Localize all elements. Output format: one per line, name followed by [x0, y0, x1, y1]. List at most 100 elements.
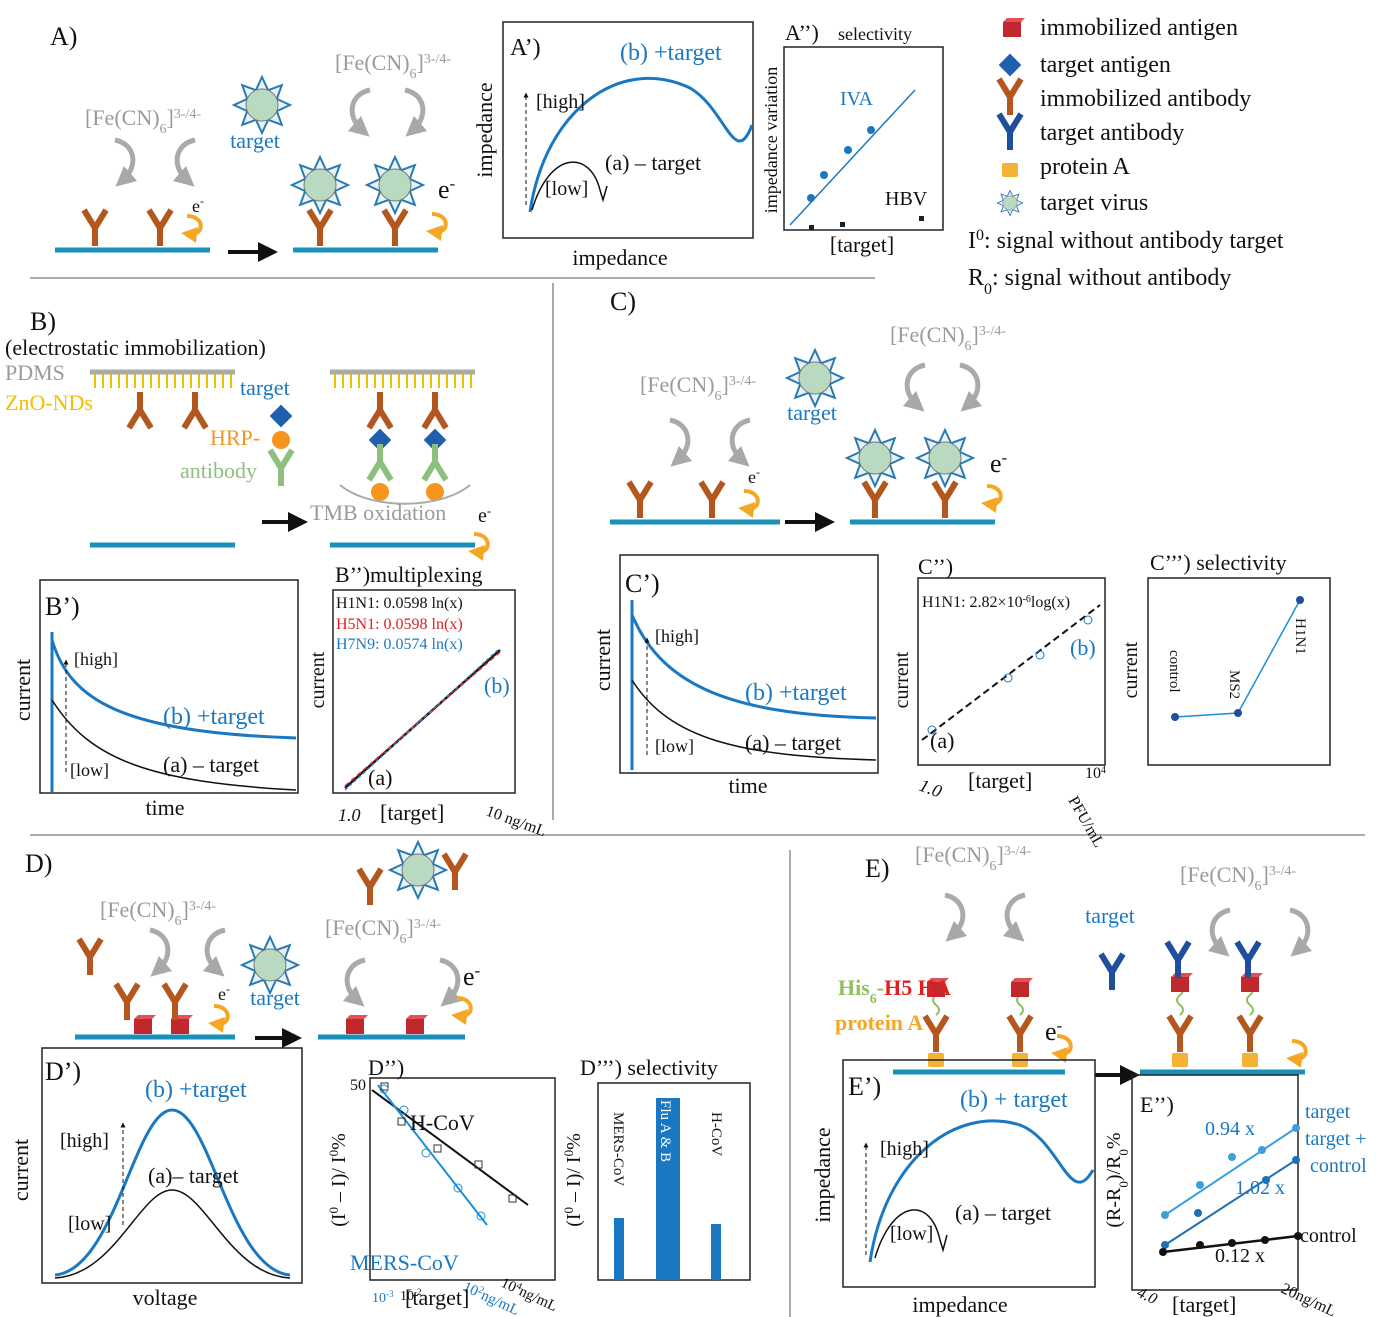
label: [Fe(CN)6]3-/4-	[915, 842, 1031, 874]
antibody	[1009, 1016, 1031, 1052]
protein-a	[1242, 1053, 1258, 1067]
point	[434, 1145, 441, 1152]
point	[1161, 1211, 1169, 1219]
label: target	[1305, 1101, 1351, 1123]
antibody	[1169, 1016, 1191, 1052]
text-part: (I	[563, 1213, 585, 1226]
text-part: -	[200, 194, 204, 208]
label: (b) +target	[620, 40, 722, 66]
text-part: -	[487, 503, 491, 518]
text-part: 6	[990, 859, 997, 874]
label: [Fe(CN)6]3-/4-	[335, 50, 451, 82]
label: [high]	[880, 1138, 929, 1160]
label: I0: signal without antibody target	[968, 227, 1284, 255]
label: H7N9: 0.0574 ln(x)	[336, 636, 463, 653]
arrow	[432, 214, 446, 232]
text-part: e	[990, 449, 1002, 478]
point	[1292, 1156, 1300, 1164]
label: (b) +target	[163, 704, 265, 730]
label: target	[250, 985, 300, 1010]
text-part: ]	[722, 372, 729, 397]
label: (a)– target	[148, 1163, 239, 1188]
arrow	[150, 930, 168, 970]
icon	[1003, 18, 1025, 37]
label: e-	[463, 961, 481, 992]
text-part: -	[756, 465, 760, 479]
label: E’’)	[1140, 1092, 1174, 1117]
label: [low]	[70, 760, 109, 780]
label: (a)	[368, 765, 392, 790]
label: impedance	[472, 82, 497, 177]
antigen	[1241, 973, 1263, 992]
antibody	[1237, 942, 1259, 978]
text-part: [Fe(CN)	[890, 322, 965, 347]
label: protein A	[1040, 154, 1131, 180]
label: [low]	[890, 1223, 933, 1245]
text-part: ]	[1262, 862, 1269, 887]
text-part: e	[438, 175, 450, 204]
point	[1196, 1241, 1204, 1249]
icon	[999, 114, 1021, 150]
label: target virus	[1040, 190, 1148, 216]
label: C’)	[625, 569, 660, 598]
label: IVA	[840, 88, 874, 110]
label: e-	[990, 448, 1008, 479]
antibody	[424, 392, 446, 428]
icon	[999, 54, 1022, 77]
icon	[1002, 163, 1018, 177]
text-part: -3	[386, 1289, 394, 1299]
label: e-	[478, 503, 491, 528]
label: R0: signal without antibody	[968, 265, 1231, 298]
antigen	[270, 405, 293, 428]
antibody	[1167, 942, 1189, 978]
zno-nds	[335, 374, 471, 388]
antibody	[369, 444, 391, 480]
fit	[378, 1085, 487, 1225]
label: D’)	[45, 1057, 81, 1086]
label: C)	[610, 287, 636, 316]
label: E’)	[848, 1072, 881, 1101]
label: (a) – target	[745, 730, 841, 755]
text-part: 3-/4-	[424, 52, 452, 67]
text-part: e	[748, 467, 756, 487]
label: 0.94 x	[1205, 1118, 1255, 1140]
label: MERS-CoV	[610, 1112, 626, 1186]
virus	[390, 842, 446, 898]
text-part: 6	[160, 122, 167, 137]
text-part: 10	[372, 1291, 386, 1306]
point	[867, 126, 875, 134]
text-part: e	[1045, 1017, 1057, 1046]
antibody	[1101, 954, 1123, 990]
label: target	[240, 375, 290, 400]
label: TMB oxidation	[310, 500, 446, 525]
text-part: I	[968, 228, 976, 254]
icon	[999, 79, 1021, 115]
virus	[367, 157, 423, 213]
label: (a) – target	[605, 150, 701, 175]
text-part: (I	[328, 1213, 350, 1226]
text-part: 10	[498, 1275, 518, 1296]
antibody	[270, 450, 292, 486]
label: MERS-CoV	[350, 1250, 459, 1275]
text-part: ]	[417, 50, 424, 75]
figure: immobilized antigentarget antigenimmobil…	[0, 0, 1381, 1317]
antibody	[444, 854, 466, 890]
text-part: 6	[400, 932, 407, 947]
label: D’’’) selectivity	[580, 1055, 718, 1080]
arrow	[440, 960, 458, 1000]
text-part: [Fe(CN)	[335, 50, 410, 75]
label: [Fe(CN)6]3-/4-	[325, 915, 441, 947]
point	[809, 225, 814, 230]
label: impedance	[912, 1292, 1007, 1317]
text-part: [Fe(CN)	[640, 372, 715, 397]
arrow	[214, 1006, 228, 1024]
antigen	[406, 1015, 428, 1034]
label: B’)	[45, 592, 80, 621]
label: (electrostatic immobilization)	[5, 335, 266, 360]
label: immobilized antigen	[1040, 15, 1238, 41]
label: B’’)multiplexing	[335, 562, 482, 587]
label: 4.0	[1134, 1284, 1159, 1308]
arrow	[187, 216, 201, 234]
label: [Fe(CN)6]3-/4-	[1180, 862, 1296, 894]
label: selectivity	[838, 24, 912, 44]
